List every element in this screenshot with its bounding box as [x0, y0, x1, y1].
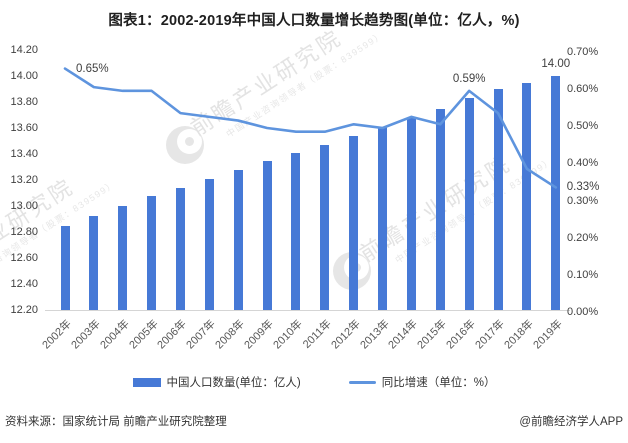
bar-2015	[435, 108, 445, 310]
legend-label-growth-rate: 同比增速（单位：%）	[381, 377, 496, 389]
footer: 资料来源：国家统计局 前瞻产业研究院整理 @前瞻经济学人APP	[0, 413, 628, 429]
right-axis-tick: 0.50%	[567, 120, 599, 133]
annotation-growth-2002: 0.65%	[76, 62, 109, 75]
left-axis-tick: 12.40	[10, 278, 38, 290]
annotation-population-2019: 14.00	[541, 58, 571, 70]
bar-2017	[493, 89, 503, 310]
left-axis-tick: 12.80	[10, 226, 38, 238]
bar-2005	[147, 195, 157, 310]
left-axis-tick: 13.40	[10, 148, 38, 160]
chart-title: 图表1：2002-2019年中国人口数量增长趋势图(单位：亿人，%)	[108, 13, 520, 29]
bar-2008	[233, 169, 243, 310]
bar-2014	[406, 117, 416, 310]
right-axis-tick: 0.40%	[567, 157, 599, 170]
legend: 中国人口数量(单位：亿人) 同比增速（单位：%）	[0, 374, 628, 390]
left-axis-tick: 13.60	[10, 122, 38, 134]
line-series-swatch	[348, 380, 376, 384]
legend-item-population: 中国人口数量(单位：亿人)	[132, 374, 301, 390]
annotation-growth-2019: 0.33%	[566, 181, 600, 194]
right-axis-tick: 0.00%	[567, 306, 599, 318]
bar-2006	[175, 187, 185, 310]
left-axis-tick: 14.20	[10, 44, 38, 56]
bar-2013	[378, 126, 388, 310]
legend-label-population: 中国人口数量(单位：亿人)	[166, 377, 301, 389]
bar-2002	[60, 225, 70, 310]
right-axis-tick: 0.60%	[567, 83, 599, 96]
right-axis-tick: 0.10%	[567, 268, 599, 281]
left-axis-tick: 13.00	[10, 200, 38, 212]
credit-text: @前瞻经济学人APP	[519, 416, 623, 428]
bar-2003	[89, 216, 99, 310]
left-axis-tick: 12.60	[10, 252, 38, 264]
right-axis-tick: 0.20%	[567, 231, 599, 244]
bar-2019	[551, 76, 561, 310]
bar-2016	[464, 98, 474, 310]
bar-2011	[320, 144, 330, 310]
bar-2007	[204, 178, 214, 310]
bar-2009	[262, 160, 272, 310]
left-axis-tick: 14.00	[10, 70, 38, 82]
source-text: 资料来源：国家统计局 前瞻产业研究院整理	[5, 416, 227, 428]
right-axis-tick: 0.30%	[567, 194, 599, 207]
bar-2012	[349, 135, 359, 310]
bar-2004	[118, 206, 128, 310]
growth-rate-line	[63, 67, 558, 189]
bar-series-swatch	[132, 377, 161, 387]
annotation-growth-2016: 0.59%	[452, 72, 486, 85]
left-axis-tick: 12.20	[10, 304, 38, 316]
left-axis-tick: 13.20	[10, 174, 38, 186]
right-axis-tick: 0.70%	[567, 46, 599, 58]
bar-2018	[522, 82, 532, 310]
left-axis-tick: 13.80	[10, 96, 38, 108]
legend-item-growth-rate: 同比增速（单位：%）	[348, 374, 496, 390]
bar-2010	[291, 152, 301, 310]
x-axis-line	[45, 310, 570, 311]
